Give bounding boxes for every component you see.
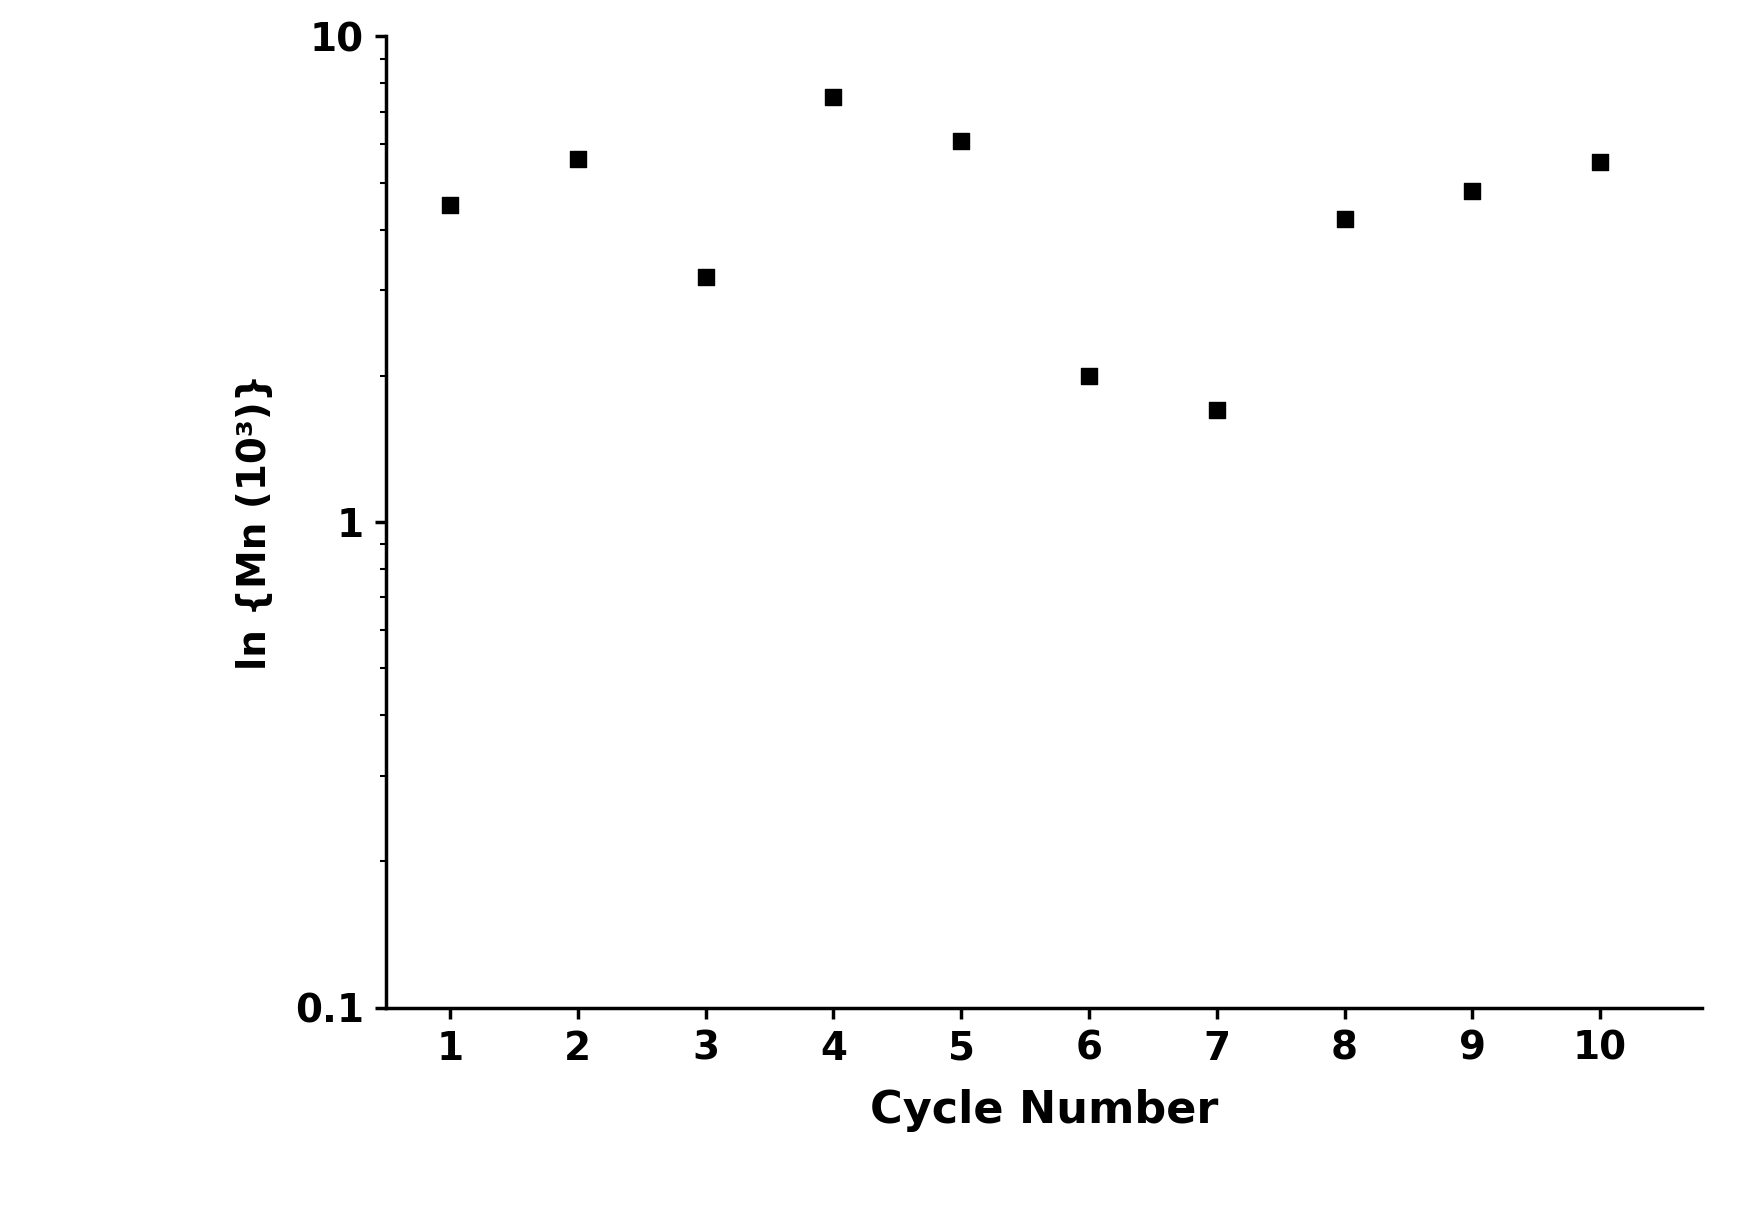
Point bbox=[820, 87, 848, 107]
Point bbox=[691, 267, 720, 287]
Point bbox=[1202, 401, 1230, 420]
Point bbox=[1458, 182, 1486, 202]
Y-axis label: ln {Mn (10³)}: ln {Mn (10³)} bbox=[235, 374, 274, 670]
Point bbox=[1330, 210, 1358, 229]
Point bbox=[1587, 153, 1615, 172]
Point bbox=[563, 149, 591, 169]
Point bbox=[435, 195, 463, 215]
X-axis label: Cycle Number: Cycle Number bbox=[870, 1089, 1218, 1131]
Point bbox=[948, 131, 976, 151]
Point bbox=[1074, 367, 1102, 386]
